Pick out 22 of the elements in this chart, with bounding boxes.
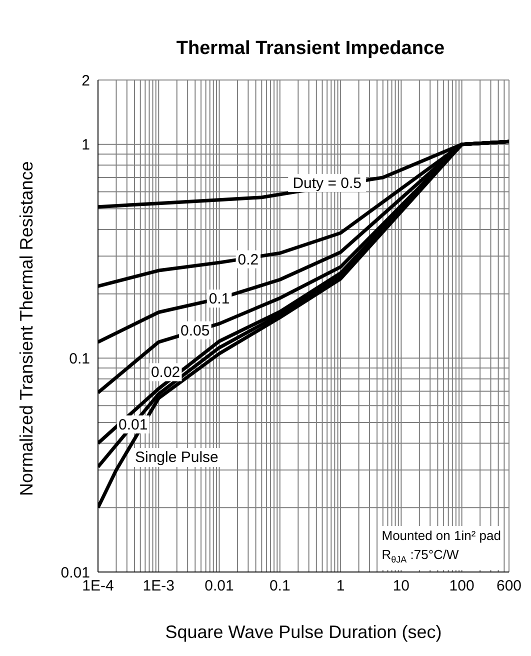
x-tick-label: 1: [336, 578, 345, 595]
annotation: Duty = 0.5: [292, 174, 362, 192]
x-tick-label: 1E-3: [142, 578, 174, 595]
annotation: Mounted on 1in² pad: [382, 528, 501, 543]
x-tick-label: 0.1: [269, 578, 290, 595]
chart-title: Thermal Transient Impedance: [175, 37, 446, 61]
y-tick-label: 2: [82, 72, 90, 90]
annotation: 0.2: [238, 251, 259, 268]
x-tick-label: 0.01: [204, 578, 234, 595]
annotation: 0.01: [118, 416, 148, 434]
annotation: 0.1: [208, 290, 230, 308]
x-axis-title: Square Wave Pulse Duration (sec): [165, 622, 442, 642]
annotation: 0.05: [180, 322, 210, 340]
annotation: R$_{θJA}$ :75°C/W: [382, 547, 459, 565]
y-tick-label: 1: [82, 136, 90, 154]
x-tick-label: 100: [449, 578, 474, 595]
x-tick-label: 600: [496, 578, 522, 595]
x-tick-label: 10: [392, 578, 410, 595]
annotation: 0.02: [150, 364, 180, 382]
annotation: Single Pulse: [132, 448, 222, 467]
y-tick-label: 0.1: [69, 350, 90, 368]
y-axis-title: Normalized Transient Thermal Resistance: [16, 161, 36, 496]
